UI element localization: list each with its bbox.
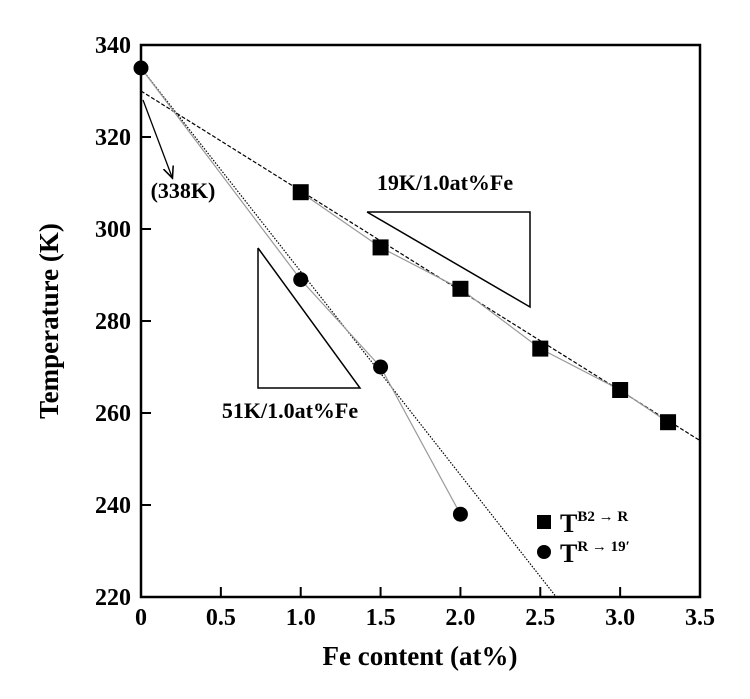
- circle-marker: [293, 272, 309, 288]
- annotation: (338K): [151, 178, 216, 203]
- arrow: [142, 99, 172, 177]
- square-marker: [612, 382, 629, 398]
- x-tick-label: 0.5: [206, 605, 236, 631]
- annotation: 51K/1.0at%Fe: [222, 398, 358, 423]
- circle-marker: [133, 60, 149, 76]
- x-tick-label: 2.0: [445, 605, 475, 631]
- x-tick-label: 1.0: [286, 605, 316, 631]
- square-marker: [372, 239, 389, 256]
- y-tick-label: 340: [95, 33, 131, 59]
- y-tick-label: 240: [95, 493, 131, 519]
- y-tick-label: 260: [95, 401, 131, 427]
- legend-base: T: [560, 539, 577, 568]
- x-tick-label: 3.0: [605, 605, 635, 631]
- y-tick-label: 280: [95, 309, 131, 335]
- x-tick-label: 2.5: [525, 605, 555, 631]
- legend-label: TR → 19′: [560, 539, 630, 568]
- y-tick-label: 220: [95, 585, 131, 611]
- square-marker: [660, 414, 677, 431]
- annotation: 19K/1.0at%Fe: [377, 170, 513, 195]
- x-axis-label: Fe content (at%): [323, 641, 518, 671]
- x-tick-label: 0: [135, 605, 147, 631]
- legend-label: TB2 → R: [560, 509, 628, 538]
- square-marker: [292, 184, 309, 201]
- square-marker: [452, 280, 469, 297]
- square-marker: [532, 340, 549, 357]
- legend-sup: B2 → R: [577, 509, 628, 525]
- fit-line: [140, 90, 701, 442]
- x-tick-label: 1.5: [366, 605, 396, 631]
- slope-triangle: [366, 211, 531, 309]
- circle-marker: [373, 359, 389, 375]
- y-tick-label: 300: [95, 217, 131, 243]
- circle-marker: [452, 506, 468, 522]
- legend-sup: R → 19′: [577, 539, 630, 555]
- legend-base: T: [560, 509, 577, 538]
- connect-line: [140, 67, 461, 515]
- x-tick-label: 3.5: [685, 605, 715, 631]
- legend-marker: [537, 545, 551, 559]
- legend-marker: [537, 515, 551, 529]
- y-axis-label: Temperature (K): [34, 223, 64, 419]
- y-tick-label: 320: [95, 125, 131, 151]
- slope-triangle: [257, 247, 362, 389]
